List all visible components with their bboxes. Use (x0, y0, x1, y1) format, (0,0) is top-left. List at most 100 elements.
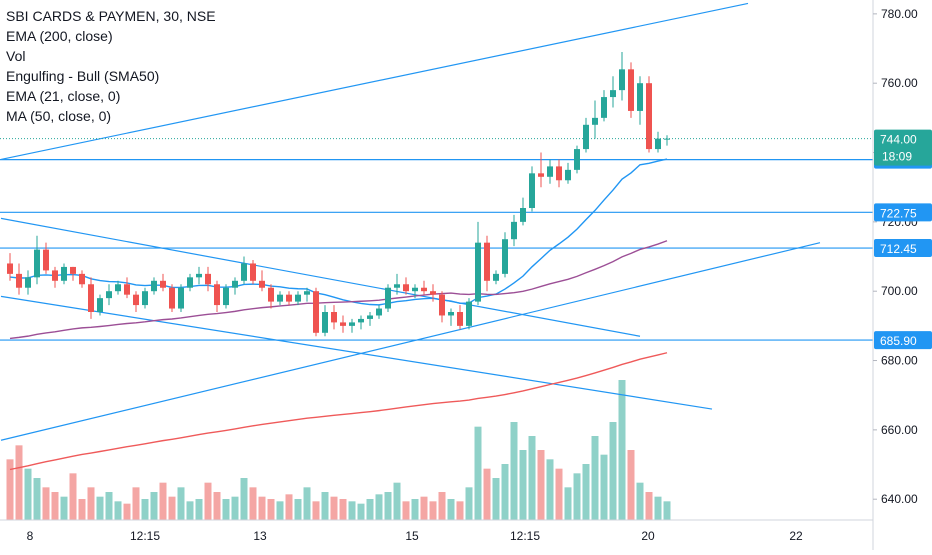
time-tick-label: 12:15 (130, 529, 160, 543)
candle-body (142, 291, 148, 306)
countdown-label: 18:09 (882, 150, 912, 164)
time-tick-label: 20 (641, 529, 655, 543)
chart-title: SBI CARDS & PAYMEN, 30, NSE (6, 8, 216, 24)
level-label-bg (874, 331, 932, 350)
last-price-label-bg (874, 129, 932, 166)
candle-body (61, 266, 67, 281)
volume-bar (285, 494, 293, 520)
price-axis[interactable]: 780.00760.00740.00720.00700.00680.00660.… (872, 0, 932, 550)
candle-body (655, 138, 661, 150)
volume-bar (105, 492, 113, 520)
candle-body (70, 266, 76, 274)
volume-bar (618, 380, 626, 520)
candle-body (637, 83, 643, 111)
candle-body (646, 83, 652, 150)
candle-body (511, 221, 517, 240)
candle-body (574, 149, 580, 170)
candle-body (259, 280, 265, 288)
ema200-line (9, 352, 668, 471)
candle-body (277, 294, 283, 302)
candle-body (106, 291, 112, 299)
candle-body (340, 322, 346, 326)
volume-bar (339, 499, 347, 520)
candle-body (403, 284, 409, 292)
volume-bar (609, 422, 617, 520)
legend-engulfing[interactable]: Engulfing - Bull (SMA50) (6, 68, 160, 84)
time-tick-label: 22 (789, 529, 803, 543)
candle-body (439, 294, 445, 316)
volume-bar (375, 494, 383, 520)
volume-bar (303, 487, 311, 520)
volume-bar (555, 468, 563, 520)
candle-body (133, 294, 139, 306)
volume-bar (51, 492, 59, 520)
legend-ma50[interactable]: MA (50, close, 0) (6, 108, 112, 124)
candle-body (97, 298, 103, 312)
candle-body (313, 291, 319, 333)
candle-body (349, 322, 355, 326)
volume-bar (249, 487, 257, 520)
level-label: 712.45 (880, 242, 917, 256)
candle-body (187, 277, 193, 288)
candle-body (592, 117, 598, 125)
candle-body (466, 301, 472, 326)
candle-body (376, 308, 382, 316)
volume-bar (258, 496, 266, 520)
volume-bar (294, 499, 302, 520)
candle-body (421, 287, 427, 292)
candle-body (457, 312, 463, 326)
candle-body (520, 208, 526, 222)
volume-bar (168, 496, 176, 520)
volume-bar (447, 499, 455, 520)
candle-body (115, 284, 121, 292)
volume-bar (528, 436, 536, 520)
candle-body (295, 294, 301, 302)
volume-layer (6, 380, 671, 520)
candle-body (79, 273, 85, 285)
candles-layer (7, 52, 670, 337)
legend-ema21[interactable]: EMA (21, close, 0) (6, 88, 121, 104)
candle-body (583, 124, 589, 150)
ema21-line (9, 158, 668, 306)
volume-bar (186, 501, 194, 520)
price-tick-label: 780.00 (881, 7, 918, 21)
trendline (0, 217, 641, 337)
trendline-layer (0, 2, 821, 441)
candle-body (169, 287, 175, 309)
candle-body (7, 263, 13, 274)
volume-bar (177, 487, 185, 520)
volume-bar (150, 492, 158, 520)
volume-bar (384, 492, 392, 520)
trendline (0, 242, 821, 441)
candle-body (556, 166, 562, 181)
candle-body (358, 318, 364, 323)
volume-bar (276, 501, 284, 520)
candle-body (232, 280, 238, 288)
candle-body (268, 287, 274, 302)
volume-bar (312, 501, 320, 520)
candle-body (367, 315, 373, 319)
legend-vol[interactable]: Vol (6, 48, 26, 64)
candle-body (16, 273, 22, 288)
candle-body (286, 294, 292, 302)
volume-bar (402, 501, 410, 520)
candle-body (547, 166, 553, 177)
candle-body (124, 284, 130, 295)
volume-bar (357, 503, 365, 520)
legend-ema200[interactable]: EMA (200, close) (6, 28, 113, 44)
volume-bar (78, 499, 86, 520)
volume-bar (24, 468, 32, 520)
volume-bar (321, 492, 329, 520)
volume-bar (636, 482, 644, 520)
candle-body (448, 312, 454, 316)
volume-bar (69, 473, 77, 520)
price-tick-label: 760.00 (881, 76, 918, 90)
candle-body (241, 263, 247, 281)
volume-bar (33, 478, 41, 520)
candle-body (250, 263, 256, 281)
volume-bar (537, 450, 545, 520)
time-axis[interactable]: 8 12:15 13 15 12:15 20 22 (0, 519, 873, 543)
volume-bar (429, 501, 437, 520)
